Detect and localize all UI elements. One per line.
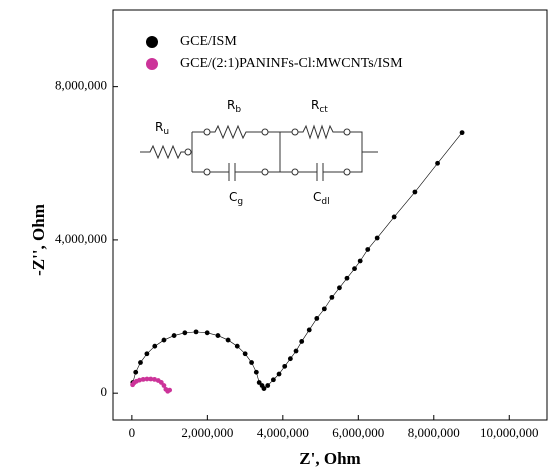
circuit-symbol: C xyxy=(313,190,321,204)
data-point xyxy=(329,294,335,300)
data-point xyxy=(299,339,305,344)
data-point xyxy=(253,369,259,375)
x-tick-label: 10,000,000 xyxy=(480,425,539,440)
x-tick-label: 4,000,000 xyxy=(257,425,309,440)
circuit-label: Cg xyxy=(229,190,243,207)
data-point xyxy=(306,327,312,333)
data-point xyxy=(152,376,157,382)
data-point xyxy=(133,369,139,375)
data-point xyxy=(161,383,167,388)
x-tick-label: 0 xyxy=(129,425,136,440)
data-point xyxy=(265,383,271,388)
data-point xyxy=(242,351,248,357)
data-point xyxy=(435,160,440,166)
circuit-subscript: dl xyxy=(321,197,329,207)
x-tick-label: 8,000,000 xyxy=(408,425,460,440)
data-point xyxy=(138,360,143,365)
data-point xyxy=(261,386,267,391)
data-point xyxy=(148,376,154,382)
circuit-wires xyxy=(140,124,378,173)
legend-label: GCE/(2:1)PANINFs-Cl:MWCNTs/ISM xyxy=(180,56,403,71)
data-point xyxy=(140,376,146,382)
data-point xyxy=(314,316,320,321)
legend-marker xyxy=(146,36,158,48)
data-point xyxy=(276,371,282,377)
circuit-symbol: R xyxy=(227,98,235,112)
data-point xyxy=(161,337,167,343)
circuit-subscript: g xyxy=(237,197,243,207)
data-point xyxy=(215,333,221,338)
data-point xyxy=(144,351,150,357)
y-tick-label: 8,000,000 xyxy=(55,78,107,93)
data-point xyxy=(193,329,199,335)
data-point xyxy=(249,360,254,365)
data-point xyxy=(352,266,357,272)
data-point xyxy=(256,380,262,385)
data-point xyxy=(137,377,142,383)
circuit-subscript: u xyxy=(163,127,169,137)
x-axis-label: Z', Ohm xyxy=(299,449,360,468)
series-line xyxy=(132,132,463,390)
data-point xyxy=(365,247,371,252)
data-point xyxy=(182,330,188,336)
circuit-label: Cdl xyxy=(313,190,330,207)
data-point xyxy=(287,356,293,362)
data-point xyxy=(171,333,177,338)
data-point xyxy=(282,363,288,369)
data-point xyxy=(374,235,380,241)
circuit-symbol: R xyxy=(155,120,163,134)
data-point xyxy=(344,275,350,281)
data-point xyxy=(204,330,210,336)
circuit-label: Rb xyxy=(227,98,241,115)
data-point xyxy=(459,130,465,136)
y-tick-label: 0 xyxy=(101,384,108,399)
data-point xyxy=(152,343,158,349)
data-point xyxy=(293,348,299,354)
data-point xyxy=(337,285,342,291)
circuit-diagram xyxy=(140,124,378,181)
circuit-subscript: b xyxy=(235,105,241,115)
circuit-symbol: R xyxy=(311,98,319,112)
data-point xyxy=(225,337,231,343)
data-point xyxy=(234,343,240,349)
circuit-label: Ru xyxy=(155,120,169,137)
y-axis-label: -Z'', Ohm xyxy=(29,204,48,276)
data-point xyxy=(391,214,397,220)
plot-frame xyxy=(112,9,548,421)
capacitor-plates xyxy=(228,163,324,181)
data-point xyxy=(412,189,418,195)
data-point xyxy=(270,377,276,383)
legend-label: GCE/ISM xyxy=(180,34,237,49)
circuit-label: Rct xyxy=(311,98,328,115)
data-point xyxy=(144,376,150,382)
y-tick-label: 4,000,000 xyxy=(55,231,107,246)
circuit-subscript: ct xyxy=(319,105,328,115)
legend-marker xyxy=(146,58,158,70)
circuit-symbol: C xyxy=(229,190,237,204)
x-tick-label: 2,000,000 xyxy=(181,425,233,440)
data-point xyxy=(321,306,327,312)
data-point xyxy=(167,387,173,393)
data-point xyxy=(357,258,363,264)
x-tick-label: 6,000,000 xyxy=(332,425,384,440)
